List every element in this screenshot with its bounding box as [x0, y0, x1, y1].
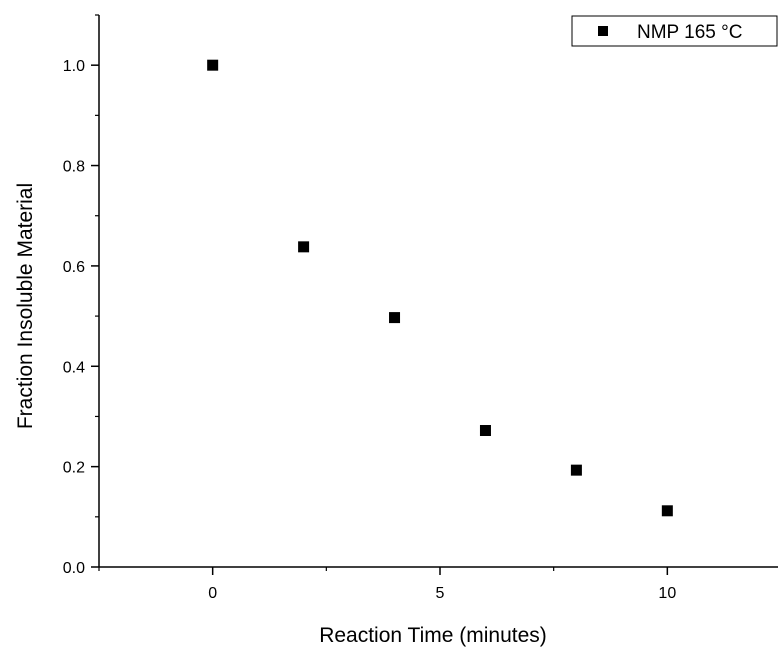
y-tick-label: 0.8	[63, 159, 85, 176]
x-ticks: 0 5 10	[98, 567, 676, 602]
y-tick-label: 1.0	[63, 58, 85, 75]
x-tick-label: 5	[436, 585, 445, 602]
legend-label: NMP 165 °C	[637, 22, 742, 43]
y-tick-label: 0.0	[63, 560, 85, 577]
data-point	[661, 505, 673, 517]
y-tick-label: 0.6	[63, 259, 85, 276]
x-tick-label: 10	[658, 585, 676, 602]
data-point	[570, 464, 582, 476]
y-axis-title: Fraction Insoluble Material	[14, 183, 37, 429]
y-tick-label: 0.4	[63, 359, 85, 376]
x-tick-label: 0	[208, 585, 217, 602]
axes	[98, 15, 778, 568]
data-point	[298, 241, 310, 253]
y-ticks: 0.0 0.2 0.4 0.6 0.8 1.0	[63, 14, 99, 577]
legend: NMP 165 °C	[571, 15, 778, 47]
legend-marker	[598, 26, 608, 36]
x-axis-title: Reaction Time (minutes)	[319, 624, 547, 647]
data-point	[479, 425, 491, 437]
data-point	[207, 59, 219, 71]
data-points	[207, 59, 673, 517]
y-tick-label: 0.2	[63, 460, 85, 477]
data-point	[389, 312, 401, 324]
